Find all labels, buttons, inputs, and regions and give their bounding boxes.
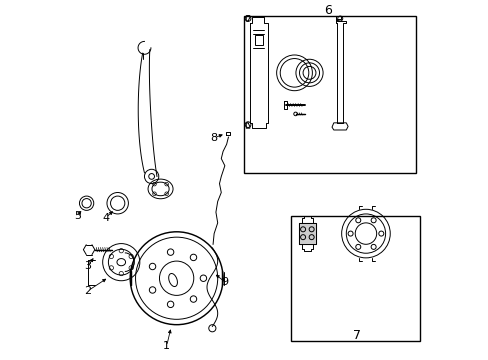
Bar [244, 16, 415, 173]
Text: 2: 2 [84, 286, 91, 296]
Text: 4: 4 [102, 212, 109, 222]
Polygon shape [298, 223, 315, 244]
Bar [254, 35, 263, 45]
Bar [290, 216, 419, 341]
Text: 6: 6 [324, 4, 332, 17]
Text: 7: 7 [352, 329, 360, 342]
Text: 3: 3 [84, 261, 91, 271]
Text: 9: 9 [221, 277, 228, 287]
Text: 5: 5 [74, 211, 81, 221]
Text: 8: 8 [210, 133, 217, 143]
Text: 1: 1 [163, 341, 170, 351]
